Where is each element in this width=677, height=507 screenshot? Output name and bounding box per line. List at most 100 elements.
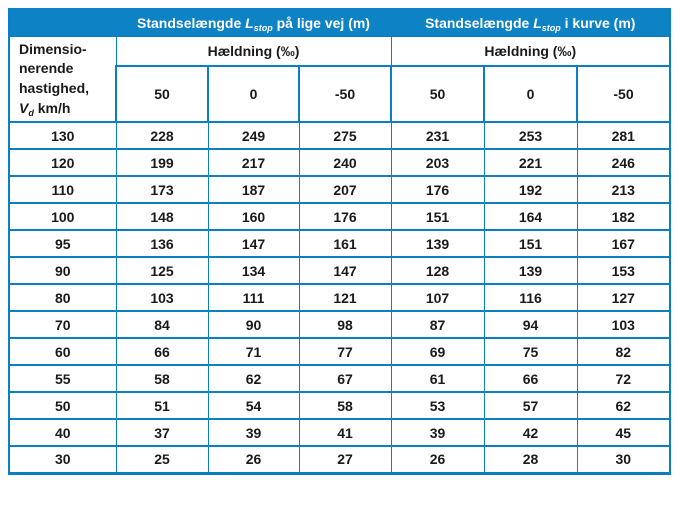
distance-cell: 160 (207, 202, 300, 231)
distance-cell: 221 (483, 148, 578, 177)
distance-cell: 151 (483, 229, 578, 258)
slope-header-straight: Hældning (‰) (115, 35, 392, 67)
distance-cell: 147 (298, 256, 392, 285)
distance-cell: 62 (207, 364, 300, 393)
table-row: 80 103 111 121 107 116 127 (8, 283, 671, 312)
distance-cell: 231 (390, 121, 485, 150)
slope-value-header: 0 (207, 65, 300, 123)
speed-header-symbol-line: Vd km/h (19, 99, 71, 118)
slope-value-header: -50 (298, 65, 392, 123)
distance-cell: 71 (207, 337, 300, 366)
speed-column-header: Dimensio- nerende hastighed, Vd km/h (8, 35, 117, 123)
distance-cell: 199 (115, 148, 209, 177)
straight-header-text: Standselængde (137, 14, 246, 31)
distance-cell: 217 (207, 148, 300, 177)
distance-cell: 84 (115, 310, 209, 339)
distance-cell: 249 (207, 121, 300, 150)
distance-cell: 66 (483, 364, 578, 393)
slope-values-row: 50 0 -50 50 0 -50 (9, 65, 672, 123)
distance-cell: 87 (390, 310, 485, 339)
distance-cell: 94 (483, 310, 578, 339)
slope-value-header: 0 (483, 65, 578, 123)
distance-cell: 61 (390, 364, 485, 393)
distance-cell: 51 (115, 391, 209, 420)
distance-cell: 26 (390, 445, 485, 474)
distance-cell: 203 (390, 148, 485, 177)
table-row: 70 84 90 98 87 94 103 (8, 310, 671, 339)
distance-cell: 228 (115, 121, 209, 150)
speed-cell: 40 (8, 418, 117, 447)
distance-cell: 57 (483, 391, 578, 420)
table-row: 95 136 147 161 139 151 167 (8, 229, 671, 258)
speed-cell: 50 (8, 391, 117, 420)
distance-cell: 28 (483, 445, 578, 474)
distance-cell: 275 (298, 121, 392, 150)
speed-cell: 95 (8, 229, 117, 258)
distance-cell: 75 (483, 337, 578, 366)
straight-section-header: Standselængde Lstop på lige vej (m) (115, 8, 392, 37)
speed-cell: 70 (8, 310, 117, 339)
table-row: 130 228 249 275 231 253 281 (8, 121, 671, 150)
distance-cell: 98 (298, 310, 392, 339)
stopping-distance-table: Standselængde Lstop på lige vej (m) Stan… (8, 8, 672, 475)
curve-header-suffix: i kurve (m) (560, 14, 636, 31)
speed-cell: 100 (8, 202, 117, 231)
table-row: 90 125 134 147 128 139 153 (8, 256, 671, 285)
speed-cell: 30 (8, 445, 117, 474)
distance-cell: 39 (207, 418, 300, 447)
slope-label-row: Dimensio- nerende hastighed, Vd km/h Hæl… (8, 35, 671, 123)
distance-cell: 90 (207, 310, 300, 339)
speed-header-line: nerende (19, 60, 74, 77)
distance-cell: 54 (207, 391, 300, 420)
lstop-symbol: Lstop (533, 14, 561, 33)
speed-cell: 120 (8, 148, 117, 177)
distance-cell: 77 (298, 337, 392, 366)
distance-cell: 82 (576, 337, 671, 366)
distance-cell: 167 (576, 229, 671, 258)
distance-cell: 72 (576, 364, 671, 393)
distance-cell: 116 (483, 283, 578, 312)
table-row: 55 58 62 67 61 66 72 (8, 364, 671, 393)
slope-value-header: 50 (390, 65, 485, 123)
distance-cell: 26 (207, 445, 300, 474)
table-row: 110 173 187 207 176 192 213 (8, 175, 671, 204)
distance-cell: 176 (390, 175, 485, 204)
distance-cell: 58 (298, 391, 392, 420)
distance-cell: 128 (390, 256, 485, 285)
distance-cell: 42 (483, 418, 578, 447)
speed-cell: 90 (8, 256, 117, 285)
slope-value-header: 50 (115, 65, 209, 123)
distance-cell: 240 (298, 148, 392, 177)
distance-cell: 37 (115, 418, 209, 447)
speed-cell: 80 (8, 283, 117, 312)
distance-cell: 25 (115, 445, 209, 474)
speed-cell: 130 (8, 121, 117, 150)
slope-value-header: -50 (575, 65, 672, 123)
distance-cell: 173 (115, 175, 209, 204)
distance-cell: 62 (576, 391, 671, 420)
curve-section-header: Standselængde Lstop i kurve (m) (390, 8, 671, 37)
speed-cell: 55 (8, 364, 117, 393)
distance-cell: 125 (115, 256, 209, 285)
distance-cell: 53 (390, 391, 485, 420)
distance-cell: 103 (576, 310, 671, 339)
table-row: 40 37 39 41 39 42 45 (8, 418, 671, 447)
group-header-row: Standselængde Lstop på lige vej (m) Stan… (8, 8, 671, 37)
distance-cell: 182 (576, 202, 671, 231)
lstop-symbol: Lstop (245, 14, 273, 33)
distance-cell: 107 (390, 283, 485, 312)
distance-cell: 136 (115, 229, 209, 258)
distance-cell: 213 (576, 175, 671, 204)
distance-cell: 103 (115, 283, 209, 312)
distance-cell: 45 (576, 418, 671, 447)
distance-cell: 41 (298, 418, 392, 447)
table-row: 120 199 217 240 203 221 246 (8, 148, 671, 177)
distance-cell: 127 (576, 283, 671, 312)
distance-cell: 281 (576, 121, 671, 150)
distance-cell: 161 (298, 229, 392, 258)
distance-cell: 147 (207, 229, 300, 258)
distance-cell: 253 (483, 121, 578, 150)
distance-cell: 27 (298, 445, 392, 474)
distance-cell: 192 (483, 175, 578, 204)
